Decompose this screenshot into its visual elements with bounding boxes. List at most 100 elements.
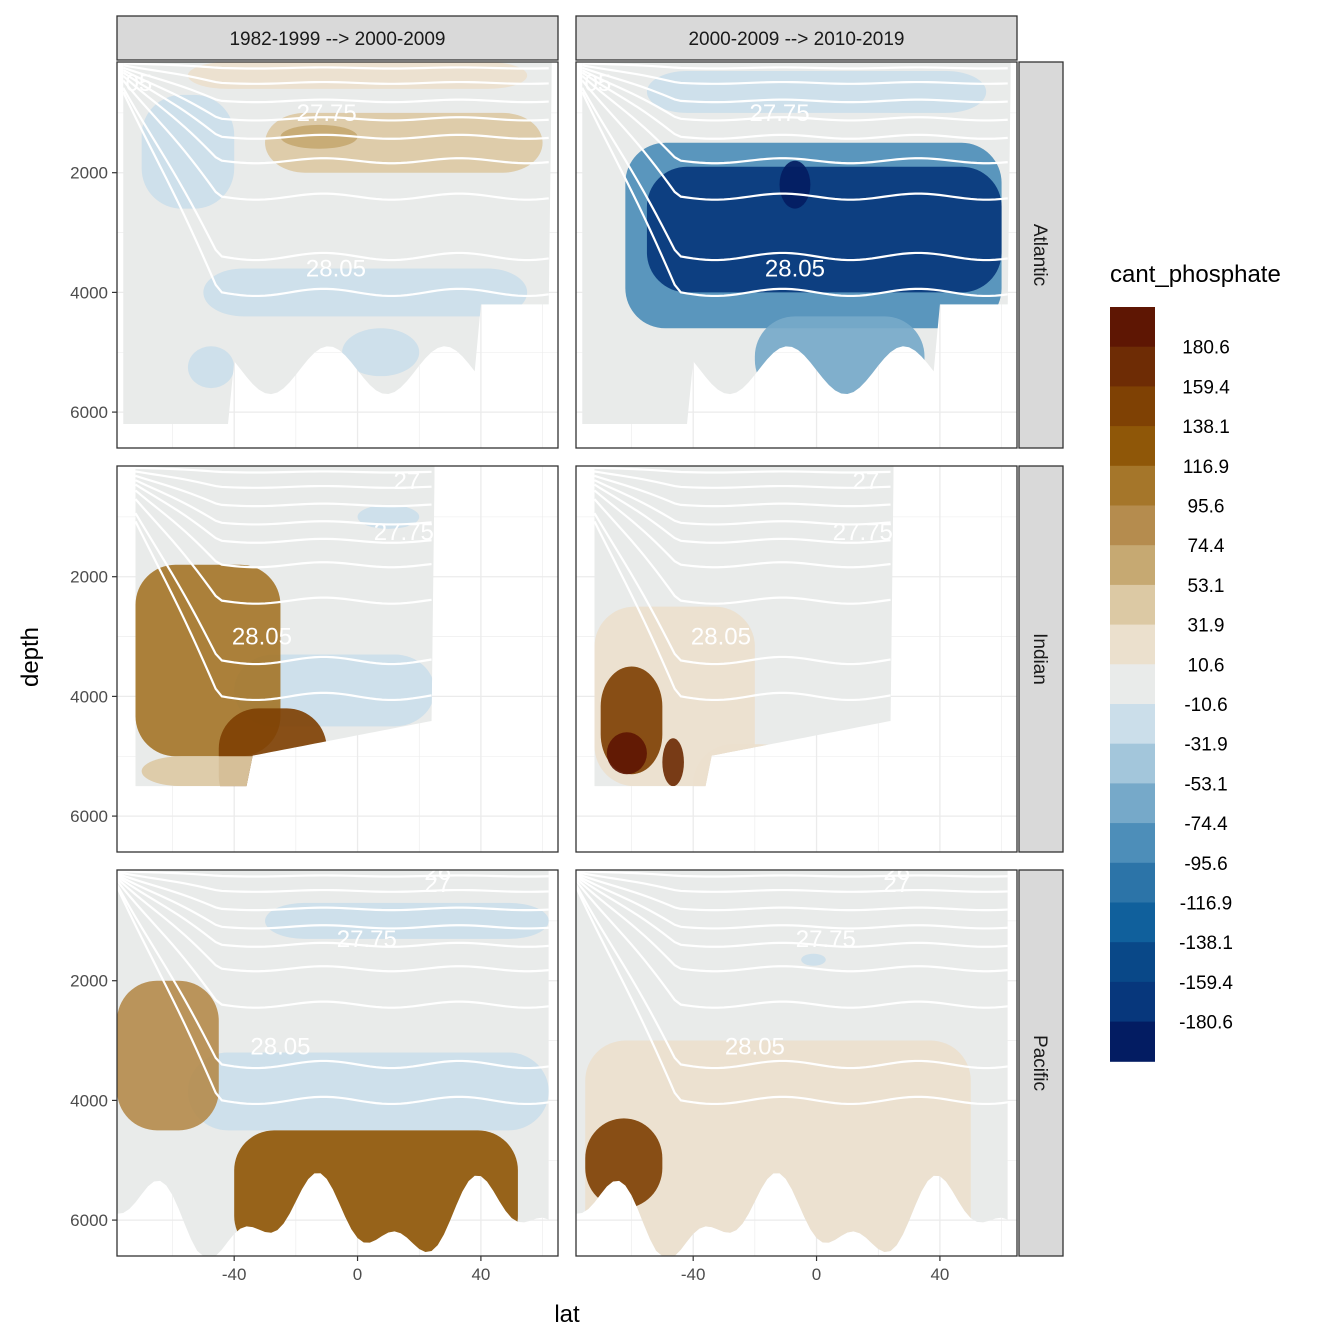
contour-region bbox=[141, 94, 235, 209]
y-tick-label: 4000 bbox=[70, 283, 108, 302]
panel-indian-2: 27.75 28.05 27 bbox=[575, 465, 1018, 853]
y-axis-title: depth bbox=[17, 627, 44, 687]
column-strip-label: 2000-2009 --> 2010-2019 bbox=[688, 29, 904, 50]
x-tick-label: 0 bbox=[353, 1265, 362, 1284]
row-strip-label: Indian bbox=[1029, 633, 1050, 685]
contour-label: 28.05 bbox=[232, 624, 292, 651]
legend-label: -74.4 bbox=[1184, 814, 1228, 835]
contour-region bbox=[280, 124, 358, 149]
legend-key bbox=[1110, 545, 1155, 586]
panel-atlantic-1: 27.75 28.05 .05 bbox=[116, 61, 559, 449]
contour-label: 28.05 bbox=[725, 1034, 785, 1061]
contour-label: 27.75 bbox=[337, 926, 397, 953]
legend-key bbox=[1110, 664, 1155, 705]
contour-region bbox=[265, 902, 549, 939]
legend-title: cant_phosphate bbox=[1110, 261, 1281, 288]
contour-region bbox=[187, 346, 235, 389]
x-axis-title: lat bbox=[554, 1301, 580, 1328]
y-tick-label: 2000 bbox=[70, 568, 108, 587]
contour-region bbox=[187, 62, 528, 89]
column-strip bbox=[116, 15, 559, 61]
panel-atlantic-2: 27.75 28.05 .05 bbox=[575, 61, 1018, 449]
y-tick-label: 4000 bbox=[70, 1091, 108, 1110]
contour-label: 27 bbox=[394, 468, 421, 495]
isopycnals bbox=[135, 466, 432, 702]
legend-labels: 180.6 159.4 138.1 116.9 95.6 74.4 53.1 31.9 10.6… bbox=[1179, 338, 1233, 1034]
legend-key bbox=[1110, 584, 1155, 626]
legend-label: 10.6 bbox=[1188, 655, 1225, 676]
legend: cant_phosphate 180.6 159.4 138.1 116.9 95.6 7… bbox=[1110, 261, 1281, 1062]
legend-label: -53.1 bbox=[1184, 774, 1227, 795]
legend-label: 116.9 bbox=[1183, 457, 1229, 478]
legend-key bbox=[1110, 426, 1155, 467]
contour-label: 27.75 bbox=[750, 100, 810, 127]
y-tick-label: 2000 bbox=[70, 972, 108, 991]
contour-region bbox=[342, 328, 420, 377]
contour-region bbox=[801, 953, 826, 966]
x-tick-label: -40 bbox=[222, 1265, 247, 1284]
legend-label: 159.4 bbox=[1182, 377, 1230, 398]
legend-key bbox=[1110, 505, 1155, 546]
contour-label: .05 bbox=[119, 70, 152, 97]
legend-label: 74.4 bbox=[1188, 536, 1225, 557]
contour-region bbox=[203, 268, 528, 317]
row-strip-label: Atlantic bbox=[1029, 224, 1050, 286]
legend-label: 138.1 bbox=[1182, 417, 1230, 438]
contour-label: 28.05 bbox=[691, 624, 751, 651]
x-tick-label: -40 bbox=[681, 1265, 706, 1284]
legend-label: -180.6 bbox=[1179, 1013, 1233, 1034]
contour-label: .05 bbox=[578, 70, 611, 97]
legend-key bbox=[1110, 704, 1155, 745]
contour-label: 26 bbox=[424, 859, 451, 886]
isopycnals bbox=[582, 62, 1008, 298]
row-strip bbox=[1018, 465, 1064, 853]
legend-key bbox=[1110, 1021, 1155, 1062]
legend-key bbox=[1110, 624, 1155, 665]
x-tick-label: 0 bbox=[812, 1265, 821, 1284]
contour-label: 27 bbox=[424, 871, 451, 898]
isopycnals bbox=[594, 466, 891, 702]
panel-field bbox=[123, 62, 552, 425]
row-strip bbox=[1018, 869, 1064, 1257]
legend-label: -31.9 bbox=[1184, 735, 1227, 756]
contour-label: 28.05 bbox=[765, 255, 825, 282]
column-strip-label: 1982-1999 --> 2000-2009 bbox=[229, 29, 445, 50]
legend-key bbox=[1110, 465, 1155, 506]
contour-label: 27.75 bbox=[297, 100, 357, 127]
facet-strips: 1982-1999 --> 2000-2009 2000-2009 --> 201… bbox=[116, 15, 1064, 1257]
contour-region bbox=[117, 980, 219, 1131]
contour-label: 26 bbox=[883, 859, 910, 886]
contour-label: 28.05 bbox=[250, 1034, 310, 1061]
legend-key bbox=[1110, 902, 1155, 943]
contour-region bbox=[662, 738, 684, 787]
isopycnals bbox=[123, 62, 549, 298]
legend-label: -159.4 bbox=[1179, 973, 1233, 994]
legend-key bbox=[1110, 783, 1155, 824]
contour-label: 27.75 bbox=[374, 519, 434, 546]
legend-key bbox=[1110, 307, 1155, 348]
contour-region bbox=[187, 1052, 549, 1131]
row-strip-label: Pacific bbox=[1029, 1035, 1050, 1091]
contour-label: 27 bbox=[853, 468, 880, 495]
contour-region bbox=[585, 1040, 971, 1256]
contour-region bbox=[606, 732, 647, 775]
contour-label: 27.75 bbox=[833, 519, 893, 546]
legend-label: 180.6 bbox=[1182, 338, 1230, 359]
isopycnals bbox=[117, 870, 549, 1106]
panel-indian-1: 27.75 28.05 27 bbox=[116, 465, 559, 853]
legend-label: 31.9 bbox=[1188, 616, 1225, 637]
axes: 2000 4000 6000 2000 4000 6000 2000 4000 6000 -40 0… bbox=[70, 164, 949, 1284]
contour-label: 28.05 bbox=[306, 255, 366, 282]
legend-label: 95.6 bbox=[1188, 497, 1225, 518]
legend-label: -116.9 bbox=[1180, 894, 1232, 915]
legend-label: -138.1 bbox=[1179, 933, 1233, 954]
legend-keys bbox=[1110, 307, 1155, 1062]
legend-label: -10.6 bbox=[1184, 695, 1227, 716]
y-tick-label: 6000 bbox=[70, 1211, 108, 1230]
legend-key bbox=[1110, 743, 1155, 784]
isopycnals bbox=[576, 870, 1008, 1106]
y-tick-label: 2000 bbox=[70, 164, 108, 183]
y-tick-label: 6000 bbox=[70, 403, 108, 422]
